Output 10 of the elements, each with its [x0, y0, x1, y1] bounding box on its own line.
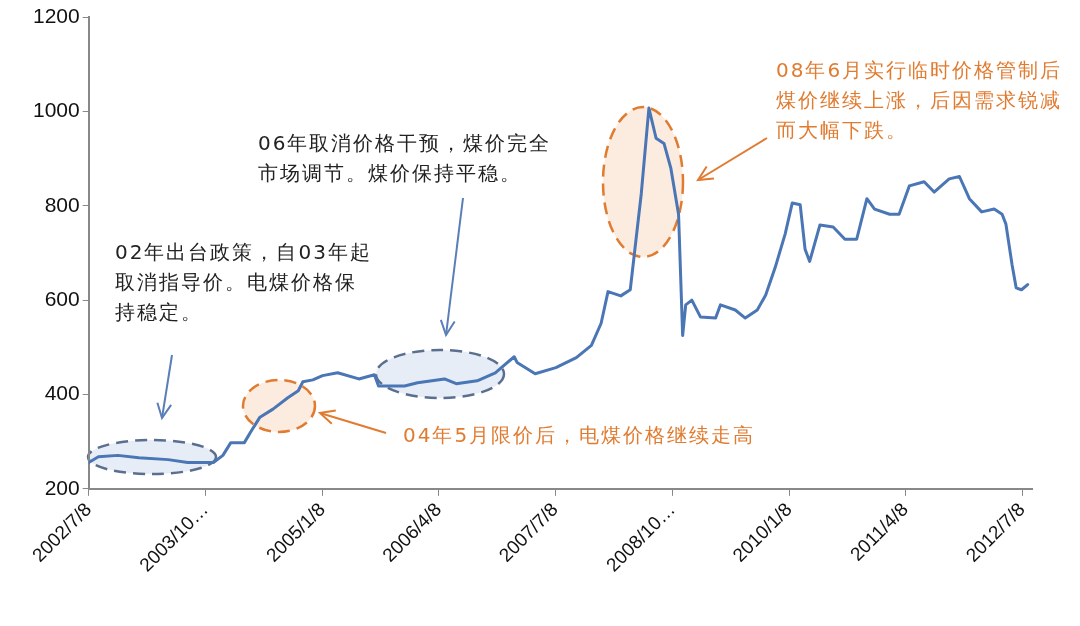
- annotation: 06年取消价格干预，煤价完全市场调节。煤价保持平稳。: [258, 130, 553, 187]
- y-tick-label: 200: [44, 475, 80, 499]
- annotation: 02年出台政策，自03年起取消指导价。电煤价格保持稳定。: [115, 239, 373, 326]
- annotation: 04年5月限价后，电煤价格继续走高: [403, 422, 757, 449]
- y-tick-label: 400: [44, 381, 80, 405]
- y-tick-label: 1000: [33, 98, 80, 122]
- y-tick-label: 600: [44, 286, 80, 310]
- y-tick-label: 1200: [33, 3, 80, 27]
- y-tick-label: 800: [44, 192, 80, 216]
- annotation: 08年6月实行临时价格管制后煤价继续上涨，后因需求锐减而大幅下跌。: [776, 57, 1064, 144]
